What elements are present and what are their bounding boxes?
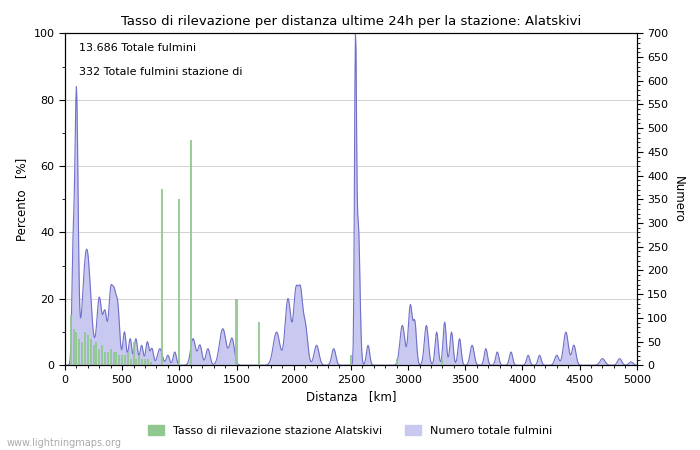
Bar	[81, 342, 83, 365]
Bar	[95, 342, 97, 365]
Bar	[84, 332, 86, 365]
Bar	[76, 332, 78, 365]
Bar	[132, 342, 134, 365]
Bar	[441, 359, 443, 365]
Bar	[135, 359, 137, 365]
Text: 13.686 Totale fulmini: 13.686 Totale fulmini	[79, 43, 197, 53]
Bar	[107, 352, 109, 365]
Legend: Tasso di rilevazione stazione Alatskivi, Numero totale fulmini: Tasso di rilevazione stazione Alatskivi,…	[144, 420, 556, 440]
Bar	[121, 355, 123, 365]
Bar	[147, 359, 149, 365]
Bar	[101, 345, 103, 365]
Bar	[130, 359, 132, 365]
Bar	[139, 355, 140, 365]
Bar	[92, 345, 95, 365]
Text: 332 Totale fulmini stazione di: 332 Totale fulmini stazione di	[79, 67, 243, 76]
Bar	[395, 359, 398, 365]
Y-axis label: Percento   [%]: Percento [%]	[15, 158, 28, 241]
Bar	[235, 299, 237, 365]
Bar	[127, 352, 129, 365]
Bar	[73, 328, 75, 365]
Bar	[116, 352, 118, 365]
Bar	[144, 359, 146, 365]
Bar	[258, 322, 260, 365]
Bar	[98, 349, 100, 365]
Title: Tasso di rilevazione per distanza ultime 24h per la stazione: Alatskivi: Tasso di rilevazione per distanza ultime…	[121, 15, 581, 28]
Bar	[110, 349, 112, 365]
Bar	[70, 315, 71, 365]
Bar	[78, 339, 81, 365]
X-axis label: Distanza   [km]: Distanza [km]	[306, 391, 396, 404]
Bar	[118, 355, 120, 365]
Bar	[161, 189, 163, 365]
Bar	[141, 359, 144, 365]
Bar	[113, 352, 115, 365]
Bar	[87, 335, 89, 365]
Bar	[150, 362, 152, 365]
Bar	[178, 199, 181, 365]
Bar	[104, 352, 106, 365]
Bar	[350, 355, 352, 365]
Bar	[124, 355, 126, 365]
Y-axis label: Numero: Numero	[672, 176, 685, 223]
Text: www.lightningmaps.org: www.lightningmaps.org	[7, 438, 122, 448]
Bar	[190, 140, 192, 365]
Bar	[90, 339, 92, 365]
